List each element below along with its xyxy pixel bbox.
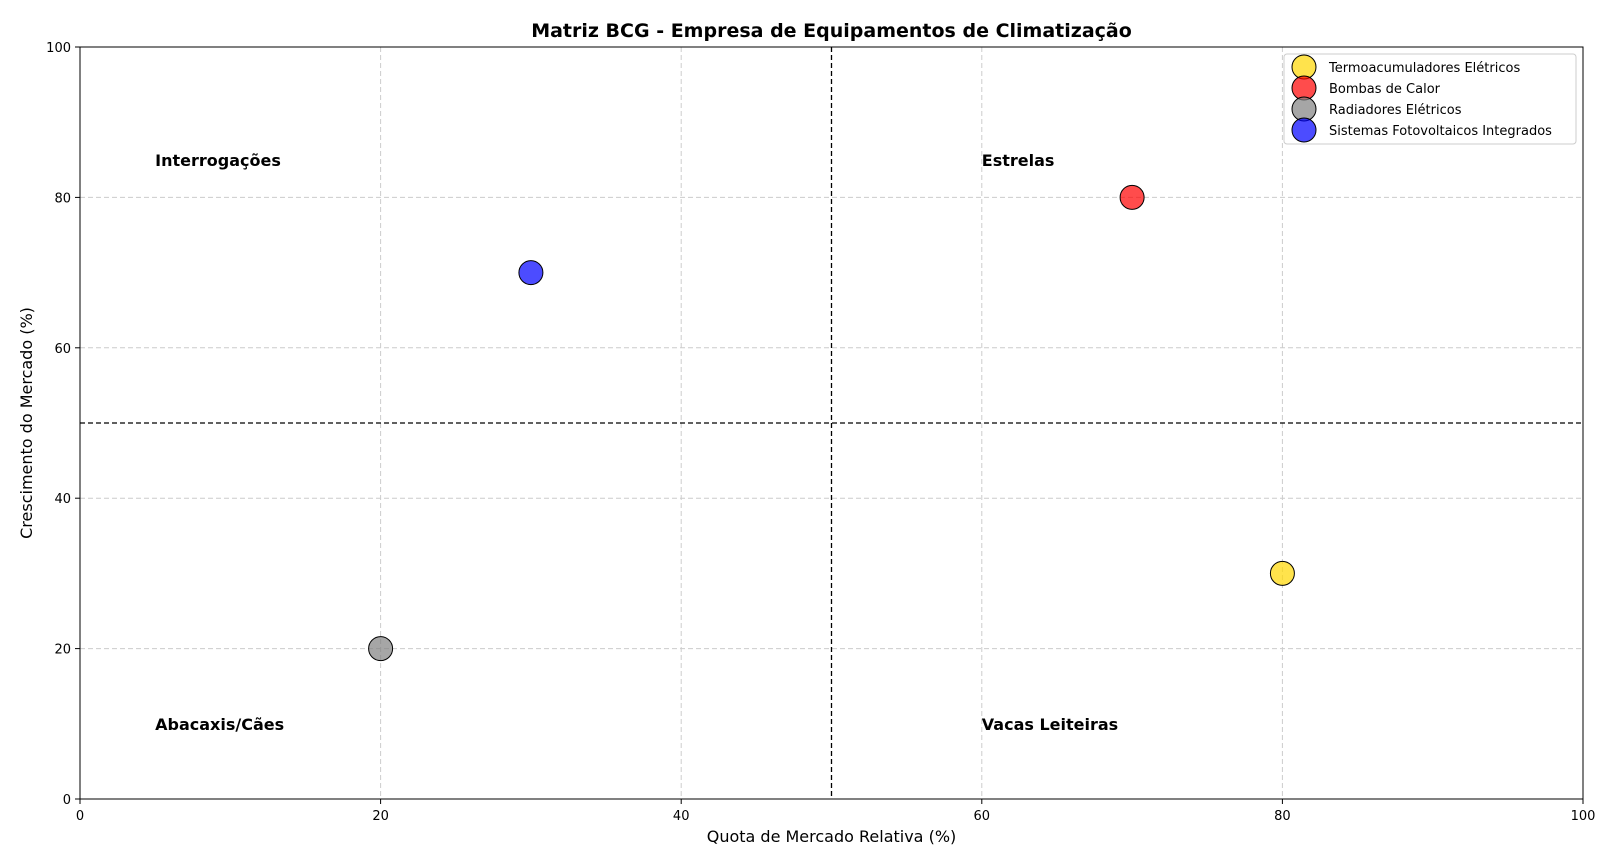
y-tick-label: 60 [54, 342, 71, 357]
legend-label: Sistemas Fotovoltaicos Integrados [1329, 124, 1552, 139]
quadrant-label: Vacas Leiteiras [982, 715, 1118, 734]
data-point [1119, 184, 1145, 210]
plot-area-frame [79, 46, 1584, 800]
y-axis-label: Crescimento do Mercado (%) [17, 307, 36, 539]
quadrant-label: Abacaxis/Cães [155, 715, 284, 734]
quadrant-dividers [80, 47, 1583, 799]
data-points [368, 184, 1295, 662]
legend-box [1283, 53, 1577, 145]
y-tick-label: 80 [54, 191, 71, 206]
x-tick-label: 80 [1274, 809, 1291, 824]
axis-ticks: 0 20 40 60 80 100 0 20 40 60 80 100 [46, 41, 1595, 824]
legend-label: Bombas de Calor [1329, 82, 1441, 97]
x-tick-label: 40 [673, 809, 690, 824]
legend: Termoacumuladores Elétricos Bombas de Cal… [1283, 53, 1577, 145]
y-tick-label: 0 [63, 793, 71, 808]
data-point [368, 636, 394, 662]
quadrant-label: Estrelas [982, 151, 1055, 170]
data-point [518, 260, 544, 286]
x-tick-label: 60 [974, 809, 991, 824]
legend-label: Termoacumuladores Elétricos [1328, 61, 1520, 76]
legend-marker [1291, 75, 1317, 101]
x-tick-label: 0 [76, 809, 84, 824]
chart-title: Matriz BCG - Empresa de Equipamentos de … [531, 20, 1132, 42]
legend-marker [1291, 54, 1317, 80]
data-point [1269, 560, 1295, 586]
legend-label: Radiadores Elétricos [1329, 103, 1462, 118]
x-axis-label: Quota de Mercado Relativa (%) [707, 827, 957, 846]
legend-marker [1291, 96, 1317, 122]
legend-marker [1291, 117, 1317, 143]
quadrant-label: Interrogações [155, 151, 281, 170]
y-tick-label: 100 [46, 41, 71, 56]
x-tick-label: 20 [372, 809, 389, 824]
y-tick-label: 20 [54, 643, 71, 658]
y-tick-label: 40 [54, 492, 71, 507]
quadrant-labels: Interrogações Estrelas Abacaxis/Cães Vacas … [155, 151, 1118, 734]
legend-items: Termoacumuladores Elétricos Bombas de Cal… [1291, 54, 1552, 143]
x-tick-label: 100 [1571, 809, 1596, 824]
